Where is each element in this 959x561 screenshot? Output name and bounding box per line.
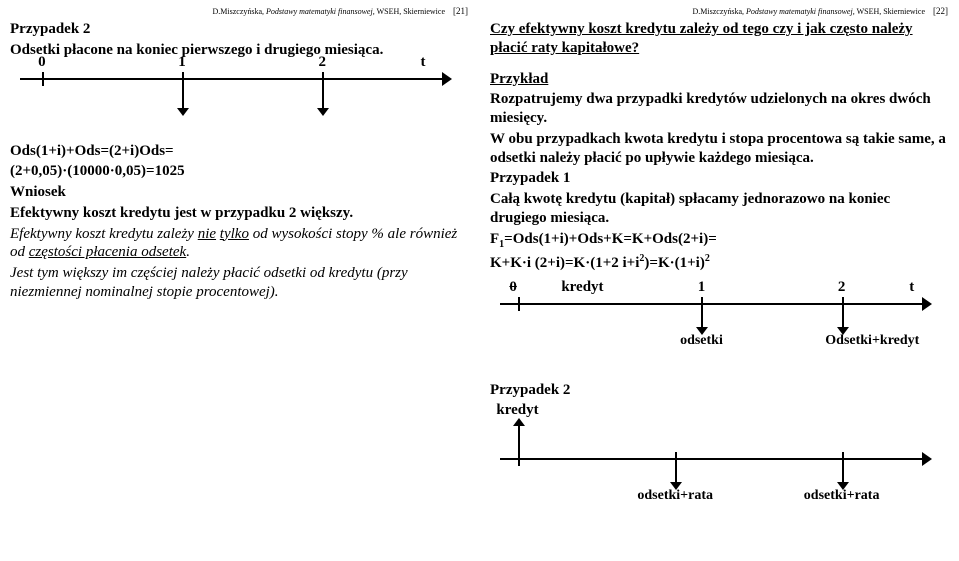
header-title: Podstawy matematyki finansowej, (266, 7, 375, 16)
label-1: 1 (178, 54, 186, 71)
down-arrow-icon (701, 305, 703, 327)
t: K+K·i (2+i)=K·(1+2 i+i (490, 255, 639, 271)
label-2: 2 (838, 279, 846, 296)
formula-2: K+K·i (2+i)=K·(1+2 i+i2)=K·(1+i)2 (490, 253, 948, 273)
case2-title: Przypadek 2 (10, 20, 468, 39)
t: =Ods(1+i)+Ods+K=K+Ods(2+i)= (504, 231, 717, 247)
formula-1: F1=Ods(1+i)+Ods+K=K+Ods(2+i)= (490, 230, 948, 252)
t: tylko (220, 226, 249, 242)
timeline-arrow-icon (442, 72, 452, 86)
label-1: 1 (698, 279, 706, 296)
spacer (490, 60, 948, 70)
down-arrow-icon (675, 460, 677, 482)
header-inst: WSEH, Skierniewice (377, 7, 445, 16)
label-2: 2 (318, 54, 326, 71)
down-arrow-icon (322, 80, 324, 108)
down-arrow-icon (182, 80, 184, 108)
header-title: Podstawy matematyki finansowej, (746, 7, 855, 16)
timeline-case2: kredyt odsetki+rata odsetki+rata (500, 428, 938, 518)
tick-0 (42, 72, 44, 86)
timeline-line (500, 458, 924, 460)
case2-title: Przypadek 2 (490, 381, 948, 400)
equation-2: (2+0,05)·(10000·0,05)=1025 (10, 162, 468, 181)
up-arrow-icon (518, 426, 520, 458)
page-header-left: D.Miszczyńska, Podstawy matematyki finan… (10, 6, 468, 16)
label-rata2: odsetki+rata (804, 488, 880, 504)
header-text: D.Miszczyńska, Podstawy matematyki finan… (693, 7, 926, 16)
timeline-line (20, 78, 444, 80)
example-p2: W obu przypadkach kwota kredytu i stopa … (490, 130, 948, 168)
header-author: D.Miszczyńska, (693, 7, 745, 16)
case1-text: Całą kwotę kredytu (kapitał) spłacamy je… (490, 190, 948, 228)
italic-para-2: Jest tym większy im częściej należy płac… (10, 264, 468, 302)
timeline-case1: 0 kredyt 1 2 t odsetki Odsetki+kredyt (500, 291, 938, 369)
header-text: D.Miszczyńska, Podstawy matematyki finan… (213, 7, 446, 16)
timeline-arrow-icon (922, 452, 932, 466)
tick-0 (518, 297, 520, 311)
page-number: [21] (453, 6, 468, 16)
case1-title: Przypadek 1 (490, 169, 948, 188)
t: . (186, 244, 190, 260)
label-t: t (909, 279, 914, 296)
timeline-left: 0 1 2 t (20, 66, 458, 124)
sup: 2 (705, 253, 710, 264)
page-number: [22] (933, 6, 948, 16)
timeline-line (500, 303, 924, 305)
wniosek-text: Efektywny koszt kredytu jest w przypadku… (10, 204, 468, 223)
down-arrow-icon (842, 305, 844, 327)
equation-1: Ods(1+i)+Ods=(2+i)Ods= (10, 142, 468, 161)
label-kredyt-top: kredyt (561, 279, 603, 296)
label-t: t (420, 54, 425, 71)
example-p1: Rozpatrujemy dwa przypadki kredytów udzi… (490, 90, 948, 128)
header-inst: WSEH, Skierniewice (857, 7, 925, 16)
timeline-arrow-icon (922, 297, 932, 311)
t: Efektywny koszt kredytu zależy (10, 226, 198, 242)
content-right: Czy efektywny koszt kredytu zależy od te… (490, 20, 948, 518)
label-0: 0 (509, 279, 517, 296)
label-odsetki-kredyt: Odsetki+kredyt (825, 333, 919, 349)
example-label: Przykład (490, 70, 948, 89)
question: Czy efektywny koszt kredytu zależy od te… (490, 20, 948, 58)
italic-para-1: Efektywny koszt kredytu zależy nie tylko… (10, 225, 468, 263)
down-arrow-icon (842, 460, 844, 482)
label-odsetki: odsetki (680, 333, 723, 349)
page-left: D.Miszczyńska, Podstawy matematyki finan… (0, 0, 478, 561)
header-author: D.Miszczyńska, (213, 7, 265, 16)
content-left: Przypadek 2 Odsetki płacone na koniec pi… (10, 20, 468, 302)
case2-desc: Odsetki płacone na koniec pierwszego i d… (10, 41, 468, 60)
t: nie (198, 226, 216, 242)
page-header-right: D.Miszczyńska, Podstawy matematyki finan… (490, 6, 948, 16)
t: częstości płacenia odsetek (29, 244, 186, 260)
label-kredyt: kredyt (496, 402, 538, 419)
page-right: D.Miszczyńska, Podstawy matematyki finan… (480, 0, 958, 561)
label-0: 0 (38, 54, 46, 71)
wniosek-label: Wniosek (10, 183, 468, 202)
t: F (490, 231, 499, 247)
t: )=K·(1+i) (644, 255, 704, 271)
label-rata1: odsetki+rata (637, 488, 713, 504)
